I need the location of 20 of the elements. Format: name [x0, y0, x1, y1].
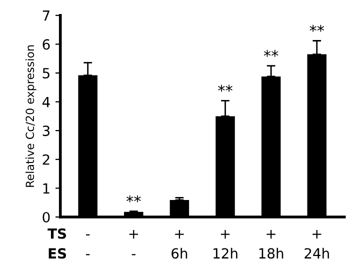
y-tick-label: 6: [42, 39, 50, 50]
y-tick-label: 4: [42, 96, 50, 108]
annotation: **: [264, 50, 278, 57]
y-axis-title: Relative Cc/20 expression: [25, 45, 36, 187]
y-tick-label: 1: [43, 183, 50, 194]
x-tick-label: + -: [129, 230, 138, 256]
annotation: **: [126, 195, 141, 202]
x-tick-label: + 18h: [259, 230, 284, 259]
y-tick-label: 7: [42, 10, 50, 21]
y-tick-label: 3: [42, 126, 50, 136]
text: TS ES: [48, 228, 66, 259]
x-tick-label: + 24h: [304, 230, 329, 258]
x-tick-label: + 6h: [172, 230, 188, 259]
y-tick-label: 0: [42, 212, 50, 222]
y-tick-label: 2: [42, 154, 50, 165]
annotation: **: [218, 84, 232, 92]
annotation: **: [310, 24, 324, 32]
category-label: - -: [86, 234, 90, 256]
x-tick-label: + 12h: [214, 230, 238, 258]
y-tick-label: 5: [42, 68, 50, 78]
